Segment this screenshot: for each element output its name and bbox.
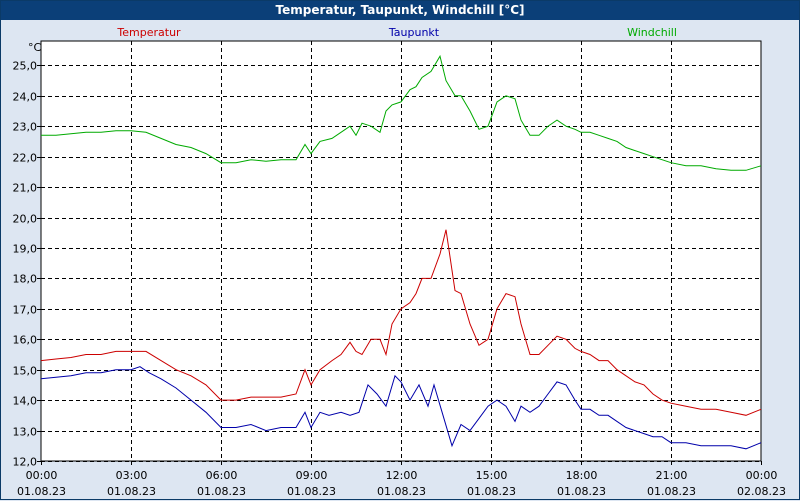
grid-lines <box>41 41 761 462</box>
legend: Temperatur Taupunkt Windchill <box>116 26 677 39</box>
y-tick-label: 21,0 <box>13 182 38 195</box>
legend-label-temperatur: Temperatur <box>116 26 181 39</box>
x-tick-date-label: 01.08.23 <box>647 485 696 498</box>
y-tick-label: 22,0 <box>13 152 38 165</box>
y-axis-ticks: 12,0 13,0 14,0 15,0 16,0 17,0 18,0 19,0 20,0 21,0… <box>13 60 41 469</box>
x-tick-date-label: 01.08.23 <box>467 485 516 498</box>
x-axis-ticks: 00:00 01.08.23 03:00 01.08.23 06:00 01.08.23 0… <box>17 461 786 498</box>
y-tick-label: 12,0 <box>13 456 38 469</box>
x-tick-time-label: 06:00 <box>206 469 238 482</box>
x-tick-time-label: 21:00 <box>656 469 688 482</box>
x-tick-time-label: 15:00 <box>476 469 508 482</box>
x-tick-date-label: 01.08.23 <box>287 485 336 498</box>
x-tick-date-label: 02.08.23 <box>737 485 786 498</box>
y-tick-label: 18,0 <box>13 273 38 286</box>
y-tick-label: 24,0 <box>13 91 38 104</box>
x-tick-time-label: 12:00 <box>386 469 418 482</box>
x-tick-date-label: 01.08.23 <box>107 485 156 498</box>
x-tick-time-label: 18:00 <box>566 469 598 482</box>
y-axis-unit-label: °C <box>28 41 42 54</box>
y-tick-label: 23,0 <box>13 121 38 134</box>
y-tick-label: 19,0 <box>13 243 38 256</box>
x-tick-date-label: 01.08.23 <box>377 485 426 498</box>
x-tick-time-label: 00:00 <box>26 469 58 482</box>
x-tick-date-label: 01.08.23 <box>197 485 246 498</box>
x-tick-date-label: 01.08.23 <box>557 485 606 498</box>
series-line-temperatur <box>40 229 762 416</box>
series-lines <box>40 54 762 450</box>
x-tick-date-label: 01.08.23 <box>17 485 66 498</box>
chart-area: 12,0 13,0 14,0 15,0 16,0 17,0 18,0 19,0 20,0 21,0… <box>13 26 786 498</box>
y-tick-label: 15,0 <box>13 365 38 378</box>
y-tick-label: 14,0 <box>13 395 38 408</box>
y-tick-label: 25,0 <box>13 60 38 73</box>
x-tick-time-label: 00:00 <box>746 469 778 482</box>
y-tick-label: 13,0 <box>13 426 38 439</box>
legend-label-windchill: Windchill <box>627 26 677 39</box>
legend-label-taupunkt: Taupunkt <box>388 26 440 39</box>
y-tick-label: 17,0 <box>13 304 38 317</box>
y-tick-label: 16,0 <box>13 334 38 347</box>
series-line-windchill <box>41 54 762 171</box>
x-tick-time-label: 09:00 <box>296 469 328 482</box>
y-tick-label: 20,0 <box>13 213 38 226</box>
x-tick-time-label: 03:00 <box>116 469 148 482</box>
series-line-taupunkt <box>40 366 762 450</box>
chart-title: Temperatur, Taupunkt, Windchill [°C] <box>1 1 799 20</box>
